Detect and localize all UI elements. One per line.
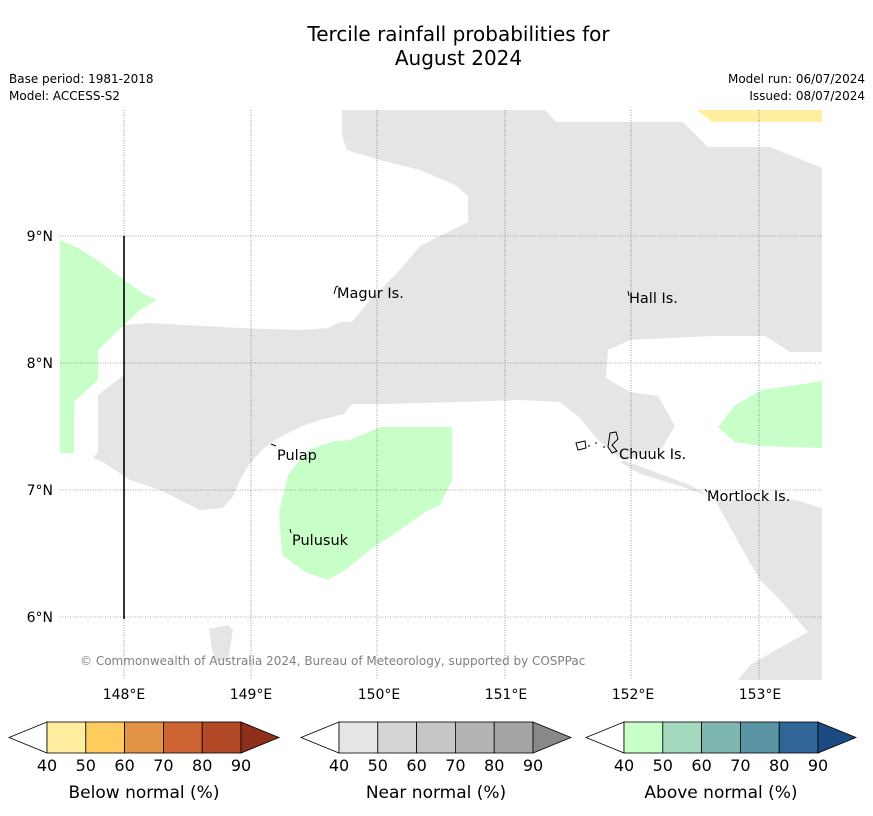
island-magur (333, 285, 339, 295)
island-pulap (270, 443, 277, 447)
place-pulusuk: Pulusuk (292, 533, 349, 549)
legend-colorbars: 40 50 60 70 80 90 Below normal (%) 40 50 60 70 80 90… (7, 721, 858, 803)
colorbar-segment (46, 721, 87, 754)
colorbar-tick-label: 60 (691, 756, 711, 775)
place-chuuk: Chuuk Is. (619, 447, 686, 463)
above-normal-region (718, 381, 822, 448)
colorbar-segment (416, 721, 456, 754)
colorbar-tick-label: 40 (37, 756, 57, 775)
lon-label-152: 152°E (612, 687, 655, 703)
colorbar-segment (493, 721, 534, 754)
colorbar-segment (85, 721, 126, 754)
lon-label-153: 153°E (739, 687, 782, 703)
colorbar-tick-label: 90 (808, 756, 828, 775)
lat-label-7: 7°N (27, 483, 53, 499)
colorbar-extend-low (299, 721, 340, 754)
colorbar-tick-label: 60 (406, 756, 426, 775)
place-magur: Magur Is. (337, 286, 404, 302)
meta-left: Base period: 1981-2018 Model: ACCESS-S2 (9, 71, 154, 105)
colorbar-tick-label: 50 (368, 756, 388, 775)
lon-label-151: 151°E (485, 687, 528, 703)
model-name: Model: ACCESS-S2 (9, 89, 121, 103)
near-normal-region (93, 110, 822, 680)
colorbar-tick-label: 50 (76, 756, 96, 775)
colorbar-label: Above normal (%) (644, 783, 797, 803)
colorbar-tick-label: 60 (114, 756, 134, 775)
above-normal-region (60, 240, 157, 453)
colorbar-segment (162, 721, 203, 754)
meta-right: Model run: 06/07/2024 Issued: 08/07/2024 (728, 71, 865, 105)
colorbar-segment (778, 721, 819, 754)
colorbar-above: 40 50 60 70 80 90 Above normal (%) (584, 721, 858, 803)
colorbar-segment (124, 721, 164, 754)
colorbar-segment (338, 721, 379, 754)
place-pulap: Pulap (277, 448, 317, 464)
colorbar-segment (201, 721, 242, 754)
model-run: Model run: 06/07/2024 (727, 72, 865, 86)
colorbar-near: 40 50 60 70 80 90 Near normal (%) (299, 721, 573, 803)
colorbar-extend-low (7, 721, 48, 754)
colorbar-segment (740, 721, 780, 754)
colorbar-label: Near normal (%) (366, 783, 506, 803)
colorbar-segment (662, 721, 702, 754)
island-pulusuk (289, 528, 292, 534)
colorbar-segment (701, 721, 741, 754)
colorbar-label: Below normal (%) (69, 783, 220, 803)
above-normal-region (279, 427, 452, 580)
island-chuuk (575, 431, 619, 454)
base-period: Base period: 1981-2018 (9, 72, 154, 86)
colorbar-segment (454, 721, 495, 754)
colorbar-tick-label: 50 (653, 756, 673, 775)
colorbar-tick-label: 70 (445, 756, 465, 775)
place-hall: Hall Is. (629, 291, 678, 307)
colorbar-tick-label: 40 (329, 756, 349, 775)
colorbar-tick-label: 40 (614, 756, 634, 775)
colorbar-tick-label: 80 (484, 756, 504, 775)
colorbar-segment (377, 721, 417, 754)
colorbar-tick-label: 90 (231, 756, 251, 775)
map-title: Tercile rainfall probabilities for Augus… (0, 22, 873, 70)
island-outlines (270, 285, 708, 534)
title-line-1: Tercile rainfall probabilities for (307, 22, 610, 46)
lat-label-8: 8°N (27, 356, 53, 372)
grid-lines (60, 110, 822, 680)
lat-label-6: 6°N (27, 610, 53, 626)
near-normal-region (209, 625, 233, 662)
lat-label-9: 9°N (27, 229, 53, 245)
lon-label-150: 150°E (358, 687, 401, 703)
colorbar-below: 40 50 60 70 80 90 Below normal (%) (7, 721, 281, 803)
colorbar-extend-high (240, 721, 281, 754)
copyright-notice: © Commonwealth of Australia 2024, Bureau… (80, 654, 585, 668)
issued-date: Issued: 08/07/2024 (749, 89, 865, 103)
place-mortlock: Mortlock Is. (707, 489, 790, 505)
map-area (60, 110, 822, 680)
island-mortlock (704, 488, 708, 493)
colorbar-extend-low (584, 721, 625, 754)
below-normal-region (697, 110, 822, 122)
colorbar-segment (623, 721, 664, 754)
colorbar-tick-label: 80 (192, 756, 212, 775)
title-line-2: August 2024 (394, 46, 523, 70)
colorbar-tick-label: 70 (153, 756, 173, 775)
colorbar-extend-high (817, 721, 858, 754)
island-hall (627, 290, 630, 297)
lon-label-149: 149°E (230, 687, 273, 703)
colorbar-tick-label: 90 (523, 756, 543, 775)
lon-label-148: 148°E (103, 687, 146, 703)
colorbar-tick-label: 80 (769, 756, 789, 775)
colorbar-tick-label: 70 (730, 756, 750, 775)
colorbar-extend-high (532, 721, 573, 754)
